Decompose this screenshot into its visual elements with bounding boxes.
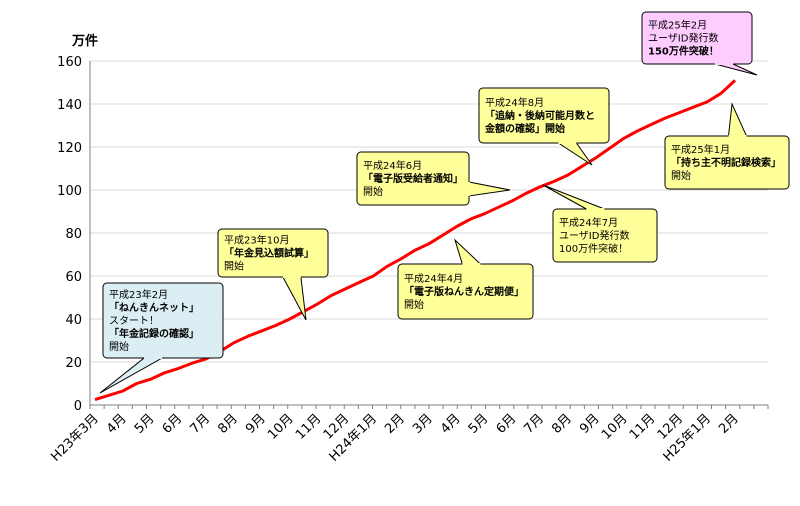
x-tick-label: 5月: [466, 411, 492, 437]
axes: [89, 61, 769, 409]
y-tick-label: 100: [57, 184, 82, 199]
callout-text-line: 金額の確認」開始: [484, 122, 565, 135]
callout-c7: 平成25年1月「持ち主不明記録検索」開始: [664, 102, 790, 190]
callout-text-line: 「追納・後納可能月数と: [485, 109, 595, 122]
callout-text-line: 平成24年7月: [559, 216, 618, 229]
callout-text-line: 平成24年4月: [404, 272, 463, 285]
callout-pointer: [714, 63, 758, 76]
callout-text-line: 「電子版受給者通知」: [363, 172, 463, 185]
callout-box: [478, 87, 610, 144]
x-tick-label: 8月: [215, 411, 241, 437]
x-tick-label: 6月: [494, 411, 520, 437]
callout-text-line: スタート！: [109, 315, 159, 327]
callout-pointer: [556, 142, 593, 166]
callouts: 平成23年2月「ねんきんネット」スタート！「年金記録の確認」開始平成23年10月…: [99, 11, 790, 394]
callout-text-line: 平成24年8月: [485, 96, 544, 109]
callout-c1: 平成23年2月「ねんきんネット」スタート！「年金記録の確認」開始: [99, 282, 224, 394]
x-tick-label: 10月: [265, 411, 296, 442]
callout-text-line: 開始: [109, 340, 129, 353]
callout-pointer: [727, 102, 748, 137]
callout-text-line: 開始: [671, 169, 691, 182]
x-tick-label: 11月: [293, 411, 324, 442]
y-tick-label: 0: [74, 399, 82, 414]
x-tick-label: 4月: [438, 411, 464, 437]
callout-text-line: 150万件突破！: [648, 45, 719, 58]
callout-text-line: 「電子版ねんきん定期便」: [404, 285, 524, 298]
callout-box: [664, 135, 790, 190]
callout-text-line: 「年金記録の確認」: [109, 327, 199, 340]
callout-text-line: 「ねんきんネット」: [109, 301, 199, 314]
data-series: [94, 79, 737, 402]
y-tick-labels: 0 20 40 60 80 100 120 140 160: [57, 55, 82, 414]
callout-c4: 平成24年6月「電子版受給者通知」開始: [356, 151, 511, 206]
x-tick-label: 2月: [382, 411, 408, 437]
callout-pointer: [542, 184, 605, 210]
callout-box: [641, 11, 753, 65]
y-tick-label: 80: [65, 227, 82, 242]
callout-text-line: 平成23年2月: [109, 288, 168, 301]
callout-text-line: 「年金見込額試算」: [224, 247, 314, 260]
callout-box: [217, 228, 329, 278]
callout-pointer: [282, 276, 307, 321]
x-tick-label: H23年3月: [48, 411, 101, 464]
x-tick-label: 7月: [187, 411, 213, 437]
callout-c3: 平成24年4月「電子版ねんきん定期便」開始: [397, 238, 534, 320]
x-tick-label: 4月: [104, 411, 130, 437]
callout-text-line: 平成25年1月: [671, 143, 730, 156]
callout-text-line: ユーザID発行数: [559, 229, 629, 242]
callout-text-line: 平成25年2月: [648, 19, 707, 32]
x-tick-label: 11月: [627, 411, 658, 442]
y-axis-unit-label: 万件: [71, 33, 98, 49]
x-tick-label: 2月: [716, 411, 742, 437]
x-tick-label: 5月: [132, 411, 158, 437]
series-line: [94, 79, 737, 402]
callout-text-line: 「持ち主不明記録検索」: [671, 156, 781, 169]
x-tick-label: 3月: [410, 411, 436, 437]
callout-text-line: ユーザID発行数: [648, 32, 718, 45]
callout-pointer: [453, 238, 482, 265]
y-tick-label: 140: [57, 98, 82, 113]
x-tick-label: 7月: [521, 411, 547, 437]
x-tick-label: 10月: [599, 411, 630, 442]
x-tick-label: 8月: [549, 411, 575, 437]
x-tick-label: 6月: [160, 411, 186, 437]
callout-text-line: 100万件突破！: [559, 242, 628, 255]
callout-text-line: 開始: [363, 185, 383, 198]
callout-text-line: 開始: [224, 260, 244, 273]
callout-text-line: 開始: [404, 298, 424, 311]
y-tick-label: 40: [65, 313, 82, 328]
callout-text-line: 平成24年6月: [363, 159, 422, 172]
y-tick-label: 20: [65, 356, 82, 371]
callout-box: [552, 208, 658, 263]
callout-pointer: [468, 181, 511, 197]
callout-text-line: 平成23年10月: [224, 234, 289, 247]
y-tick-label: 120: [57, 141, 82, 156]
y-tick-label: 60: [65, 270, 82, 285]
callout-box: [356, 151, 470, 206]
callout-c2: 平成23年10月「年金見込額試算」開始: [217, 228, 329, 321]
y-tick-label: 160: [57, 55, 82, 70]
